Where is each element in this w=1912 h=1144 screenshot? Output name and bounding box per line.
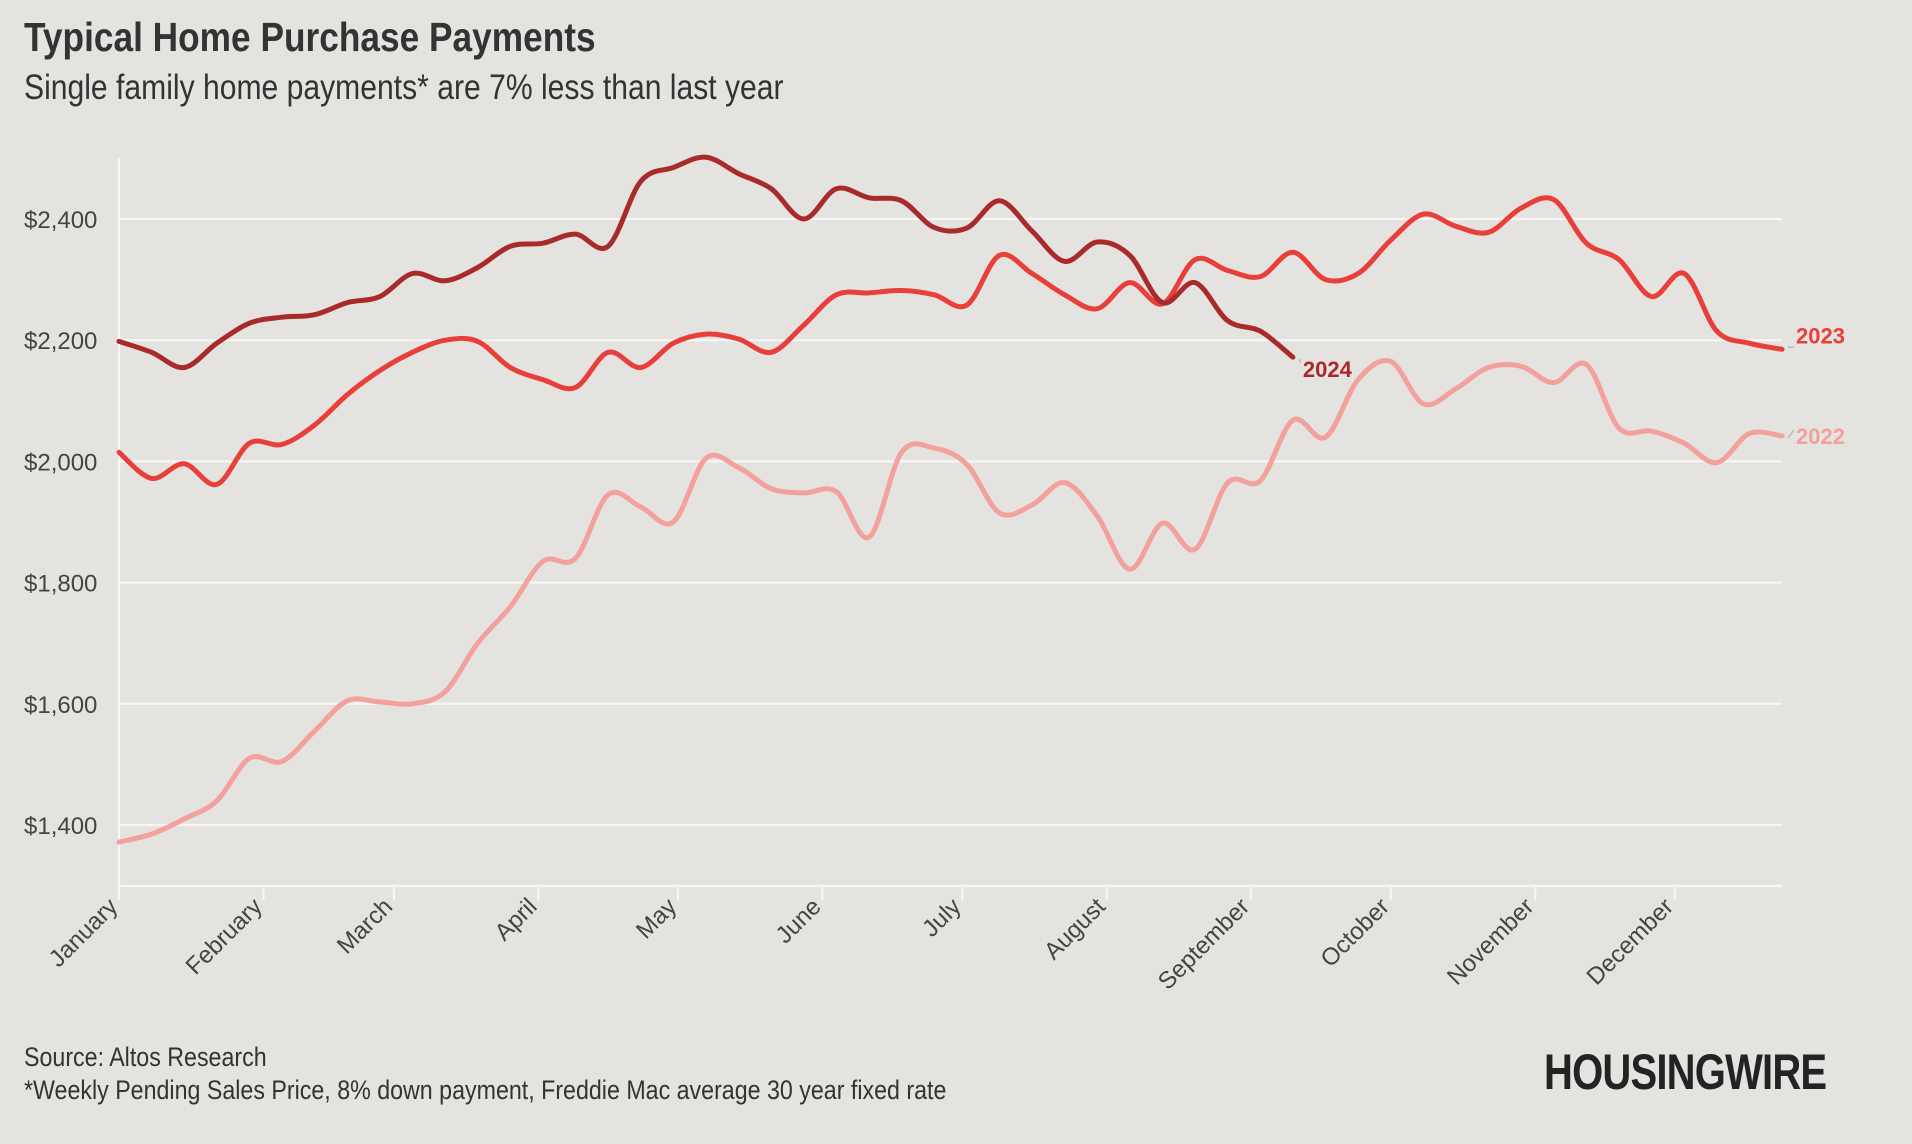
series-labels: 2022 2023 2024 (1298, 323, 1845, 449)
y-tick-label: $1,600 (24, 692, 97, 719)
series-label-text: 2024 (1303, 357, 1353, 382)
label-leader (1298, 358, 1302, 364)
series-line-2023 (116, 195, 1785, 488)
series-label-text: 2023 (1796, 323, 1845, 348)
y-axis-ticks: $1,400 $1,600 $1,800 $2,000 $2,200 $2,400 (24, 207, 97, 840)
x-tick-label: July (917, 893, 966, 942)
y-tick-label: $2,000 (24, 449, 97, 476)
series-label-2023: 2023 (1788, 323, 1845, 348)
chart-title: Typical Home Purchase Payments (24, 14, 596, 60)
x-axis-ticks: January February March April May June July Augu… (44, 886, 1679, 995)
x-tick-label: May (631, 893, 682, 944)
series-line-2024 (116, 154, 1296, 371)
gridlines (119, 217, 1782, 888)
series-line-2022 (116, 358, 1785, 845)
x-tick-label: December (1582, 893, 1679, 990)
x-tick-label: November (1442, 893, 1539, 990)
label-leader (1787, 429, 1795, 439)
series-label-2022: 2022 (1787, 424, 1845, 449)
x-tick-label: September (1153, 893, 1255, 995)
chart-subtitle: Single family home payments* are 7% less… (24, 68, 784, 107)
x-tick-label: August (1039, 893, 1111, 965)
x-tick-label: February (181, 893, 268, 980)
x-tick-label: October (1315, 893, 1394, 972)
footnote: *Weekly Pending Sales Price, 8% down pay… (24, 1075, 947, 1105)
y-tick-label: $1,800 (24, 571, 97, 598)
series-label-text: 2022 (1796, 424, 1845, 449)
x-tick-label: January (44, 893, 123, 972)
x-tick-label: June (771, 893, 827, 949)
x-tick-label: March (332, 893, 398, 959)
y-tick-label: $2,400 (24, 207, 97, 234)
x-tick-label: April (490, 893, 543, 946)
y-tick-label: $1,400 (24, 813, 97, 840)
y-tick-label: $2,200 (24, 328, 97, 355)
housingwire-logo: HOUSINGWIRE (1544, 1044, 1827, 1100)
series-lines (116, 154, 1785, 845)
source-note: Source: Altos Research (24, 1042, 267, 1072)
series-label-2024: 2024 (1298, 357, 1353, 382)
